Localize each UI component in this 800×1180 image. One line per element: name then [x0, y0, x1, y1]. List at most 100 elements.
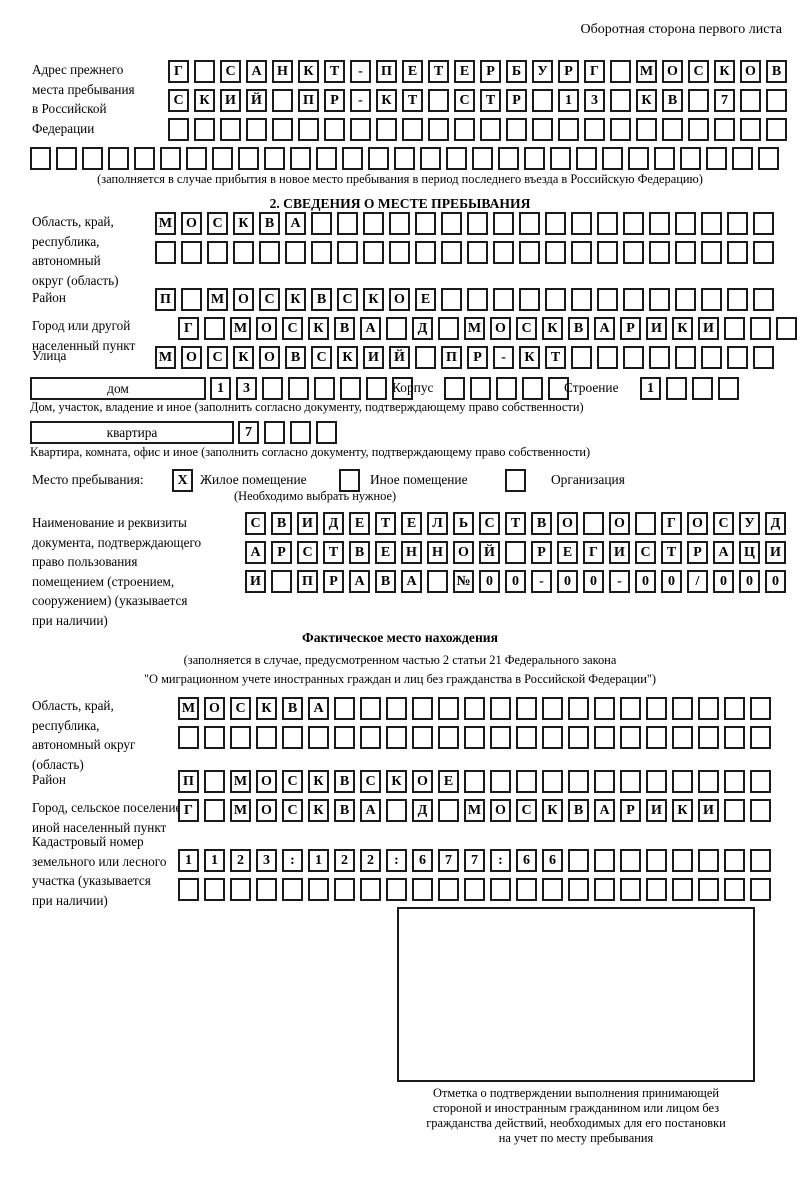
- char-cell[interactable]: К: [636, 89, 657, 112]
- char-cell[interactable]: [316, 147, 337, 170]
- char-cell[interactable]: К: [308, 317, 329, 340]
- char-cell[interactable]: [490, 697, 511, 720]
- char-cell[interactable]: Д: [412, 799, 433, 822]
- char-cell[interactable]: 0: [661, 570, 682, 593]
- char-cell[interactable]: 2: [360, 849, 381, 872]
- char-cell[interactable]: [727, 241, 748, 264]
- char-cell[interactable]: С: [516, 799, 537, 822]
- char-cell[interactable]: 6: [516, 849, 537, 872]
- char-cell[interactable]: [438, 697, 459, 720]
- char-cell[interactable]: Й: [246, 89, 267, 112]
- char-cell[interactable]: [262, 377, 283, 400]
- char-cell[interactable]: О: [233, 288, 254, 311]
- char-cell[interactable]: [342, 147, 363, 170]
- char-cell[interactable]: 6: [412, 849, 433, 872]
- char-cell[interactable]: К: [194, 89, 215, 112]
- char-cell[interactable]: [337, 241, 358, 264]
- char-cell[interactable]: [444, 377, 465, 400]
- char-cell[interactable]: М: [464, 317, 485, 340]
- char-cell[interactable]: [718, 377, 739, 400]
- char-cell[interactable]: [415, 346, 436, 369]
- stay-type-option-2-label[interactable]: Организация: [551, 472, 625, 487]
- char-cell[interactable]: [438, 317, 459, 340]
- char-cell[interactable]: Т: [324, 60, 345, 83]
- char-cell[interactable]: О: [687, 512, 708, 535]
- char-cell[interactable]: [662, 118, 683, 141]
- char-cell[interactable]: [724, 317, 745, 340]
- char-cell[interactable]: [516, 726, 537, 749]
- char-cell[interactable]: Е: [349, 512, 370, 535]
- char-cell[interactable]: С: [337, 288, 358, 311]
- char-cell[interactable]: У: [532, 60, 553, 83]
- char-cell[interactable]: [160, 147, 181, 170]
- char-cell[interactable]: [675, 346, 696, 369]
- char-cell[interactable]: [688, 118, 709, 141]
- char-cell[interactable]: С: [207, 212, 228, 235]
- char-cell[interactable]: С: [259, 288, 280, 311]
- char-cell[interactable]: [394, 147, 415, 170]
- char-cell[interactable]: [568, 849, 589, 872]
- char-cell[interactable]: Д: [765, 512, 786, 535]
- char-cell[interactable]: [571, 288, 592, 311]
- char-cell[interactable]: [623, 346, 644, 369]
- char-cell[interactable]: [264, 147, 285, 170]
- char-cell[interactable]: В: [259, 212, 280, 235]
- char-cell[interactable]: [204, 878, 225, 901]
- char-cell[interactable]: К: [542, 317, 563, 340]
- char-cell[interactable]: [334, 697, 355, 720]
- char-cell[interactable]: О: [557, 512, 578, 535]
- char-cell[interactable]: С: [297, 541, 318, 564]
- char-cell[interactable]: [272, 89, 293, 112]
- char-cell[interactable]: 1: [308, 849, 329, 872]
- char-cell[interactable]: И: [698, 799, 719, 822]
- char-cell[interactable]: [724, 849, 745, 872]
- char-cell[interactable]: В: [282, 697, 303, 720]
- char-cell[interactable]: С: [282, 317, 303, 340]
- char-cell[interactable]: К: [672, 317, 693, 340]
- char-cell[interactable]: Й: [479, 541, 500, 564]
- stay-type-checkbox-2[interactable]: [505, 469, 526, 492]
- char-cell[interactable]: М: [155, 212, 176, 235]
- char-cell[interactable]: 1: [640, 377, 661, 400]
- char-cell[interactable]: И: [220, 89, 241, 112]
- char-cell[interactable]: :: [490, 849, 511, 872]
- char-cell[interactable]: [680, 147, 701, 170]
- char-cell[interactable]: [701, 241, 722, 264]
- char-cell[interactable]: Д: [323, 512, 344, 535]
- char-cell[interactable]: Г: [583, 541, 604, 564]
- char-cell[interactable]: Т: [480, 89, 501, 112]
- char-cell[interactable]: [610, 89, 631, 112]
- char-cell[interactable]: И: [765, 541, 786, 564]
- char-cell[interactable]: [649, 241, 670, 264]
- char-cell[interactable]: [386, 726, 407, 749]
- char-cell[interactable]: [282, 726, 303, 749]
- char-cell[interactable]: [706, 147, 727, 170]
- char-cell[interactable]: В: [568, 317, 589, 340]
- char-cell[interactable]: [438, 799, 459, 822]
- char-cell[interactable]: С: [230, 697, 251, 720]
- char-cell[interactable]: [724, 770, 745, 793]
- char-cell[interactable]: :: [282, 849, 303, 872]
- char-cell[interactable]: О: [490, 317, 511, 340]
- char-cell[interactable]: [597, 288, 618, 311]
- char-cell[interactable]: [288, 377, 309, 400]
- char-cell[interactable]: [740, 89, 761, 112]
- char-cell[interactable]: 0: [557, 570, 578, 593]
- char-cell[interactable]: Р: [271, 541, 292, 564]
- char-cell[interactable]: [522, 377, 543, 400]
- char-cell[interactable]: И: [297, 512, 318, 535]
- char-cell[interactable]: [516, 878, 537, 901]
- char-cell[interactable]: [610, 60, 631, 83]
- char-cell[interactable]: Р: [323, 570, 344, 593]
- char-cell[interactable]: [602, 147, 623, 170]
- char-cell[interactable]: Р: [506, 89, 527, 112]
- char-cell[interactable]: [628, 147, 649, 170]
- char-cell[interactable]: [246, 118, 267, 141]
- char-cell[interactable]: [441, 212, 462, 235]
- char-cell[interactable]: [649, 212, 670, 235]
- char-cell[interactable]: Г: [168, 60, 189, 83]
- char-cell[interactable]: [524, 147, 545, 170]
